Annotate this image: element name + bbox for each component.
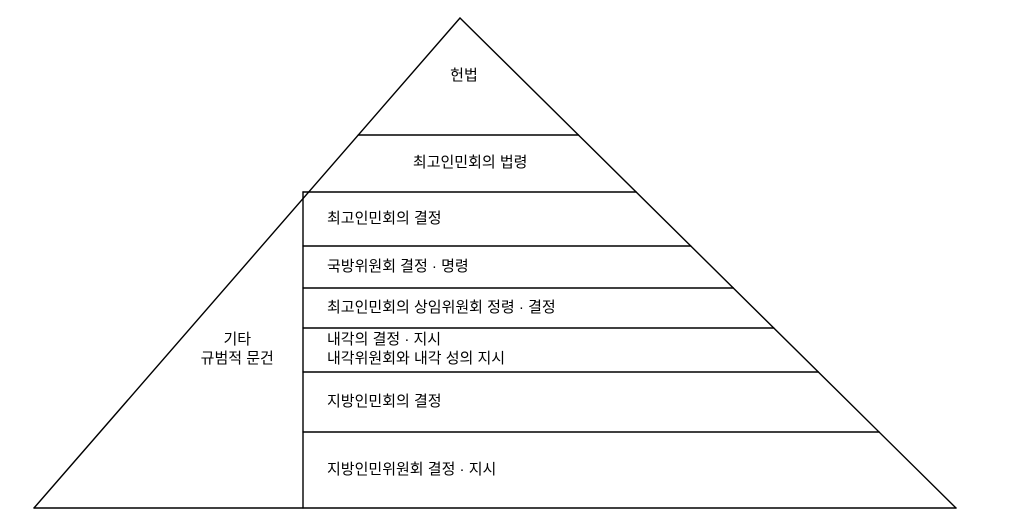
row-label-0: 헌법	[450, 67, 478, 86]
pyramid-svg	[0, 0, 1016, 526]
side-label: 기타규범적 문건	[201, 331, 274, 369]
row-label-2: 최고인민회의 결정	[327, 210, 442, 229]
pyramid-diagram: 헌법최고인민회의 법령최고인민회의 결정국방위원회 결정 · 명령최고인민회의 …	[0, 0, 1016, 526]
row-label-7: 지방인민위원회 결정 · 지시	[327, 461, 496, 480]
row-label-6: 지방인민회의 결정	[327, 393, 442, 412]
row-label-1: 최고인민회의 법령	[413, 154, 528, 173]
row-label-5: 내각의 결정 · 지시내각위원회와 내각 성의 지시	[327, 331, 505, 369]
row-label-3: 국방위원회 결정 · 명령	[327, 258, 469, 277]
row-label-4: 최고인민회의 상임위원회 정령 · 결정	[327, 299, 556, 318]
